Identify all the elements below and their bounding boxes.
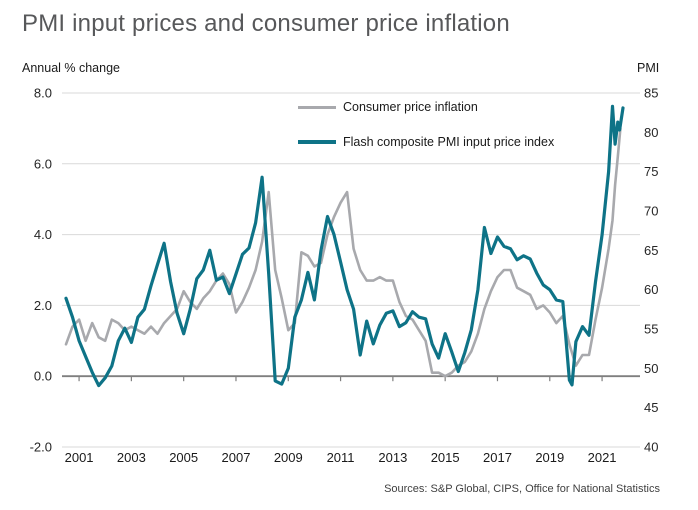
left-axis-tick-label: 4.0 xyxy=(34,227,52,242)
x-axis-year-label: 2001 xyxy=(65,450,94,465)
legend-label-pmi: Flash composite PMI input price index xyxy=(343,135,555,149)
x-axis-year-label: 2003 xyxy=(117,450,146,465)
x-axis-year-label: 2011 xyxy=(327,450,355,465)
legend-label-cpi: Consumer price inflation xyxy=(343,100,478,114)
x-axis-year-label: 2021 xyxy=(588,450,617,465)
cpi-line xyxy=(64,127,622,378)
left-axis-tick-label: 8.0 xyxy=(34,86,52,101)
x-axis-year-label: 2009 xyxy=(274,450,303,465)
left-axis-tick-label: 0.0 xyxy=(34,369,52,384)
right-axis-tick-label: 70 xyxy=(644,204,658,219)
left-axis-unit-label: Annual % change xyxy=(22,61,120,75)
source-note: Sources: S&P Global, CIPS, Office for Na… xyxy=(384,483,660,495)
cpi-line-swatch xyxy=(298,105,336,109)
x-axis-year-label: 2007 xyxy=(222,450,251,465)
right-axis-tick-label: 80 xyxy=(644,125,658,140)
right-axis-tick-label: 40 xyxy=(644,440,658,455)
x-axis-year-label: 2013 xyxy=(378,450,407,465)
x-axis-year-label: 2005 xyxy=(169,450,198,465)
left-axis-tick-label: 6.0 xyxy=(34,156,52,171)
x-axis-year-label: 2019 xyxy=(535,450,564,465)
right-axis-tick-label: 55 xyxy=(644,322,658,337)
pmi-line xyxy=(64,104,625,388)
legend-item-cpi: Consumer price inflation xyxy=(298,100,554,114)
right-axis-tick-label: 75 xyxy=(644,164,658,179)
x-axis-year-label: 2017 xyxy=(483,450,512,465)
left-axis-tick-label: -2.0 xyxy=(30,440,52,455)
right-axis-tick-label: 45 xyxy=(644,400,658,415)
left-axis-tick-label: 2.0 xyxy=(34,298,52,313)
pmi-line-swatch xyxy=(298,140,336,144)
right-axis-tick-label: 50 xyxy=(644,361,658,376)
legend-item-pmi: Flash composite PMI input price index xyxy=(298,135,554,149)
right-axis-unit-label: PMI xyxy=(637,61,660,75)
chart-title: PMI input prices and consumer price infl… xyxy=(22,10,510,37)
right-axis-tick-label: 60 xyxy=(644,282,658,297)
chart-legend: Consumer price inflation Flash composite… xyxy=(298,100,554,170)
right-axis-tick-label: 65 xyxy=(644,243,658,258)
right-axis-tick-label: 85 xyxy=(644,86,658,101)
x-axis-year-label: 2015 xyxy=(431,450,460,465)
